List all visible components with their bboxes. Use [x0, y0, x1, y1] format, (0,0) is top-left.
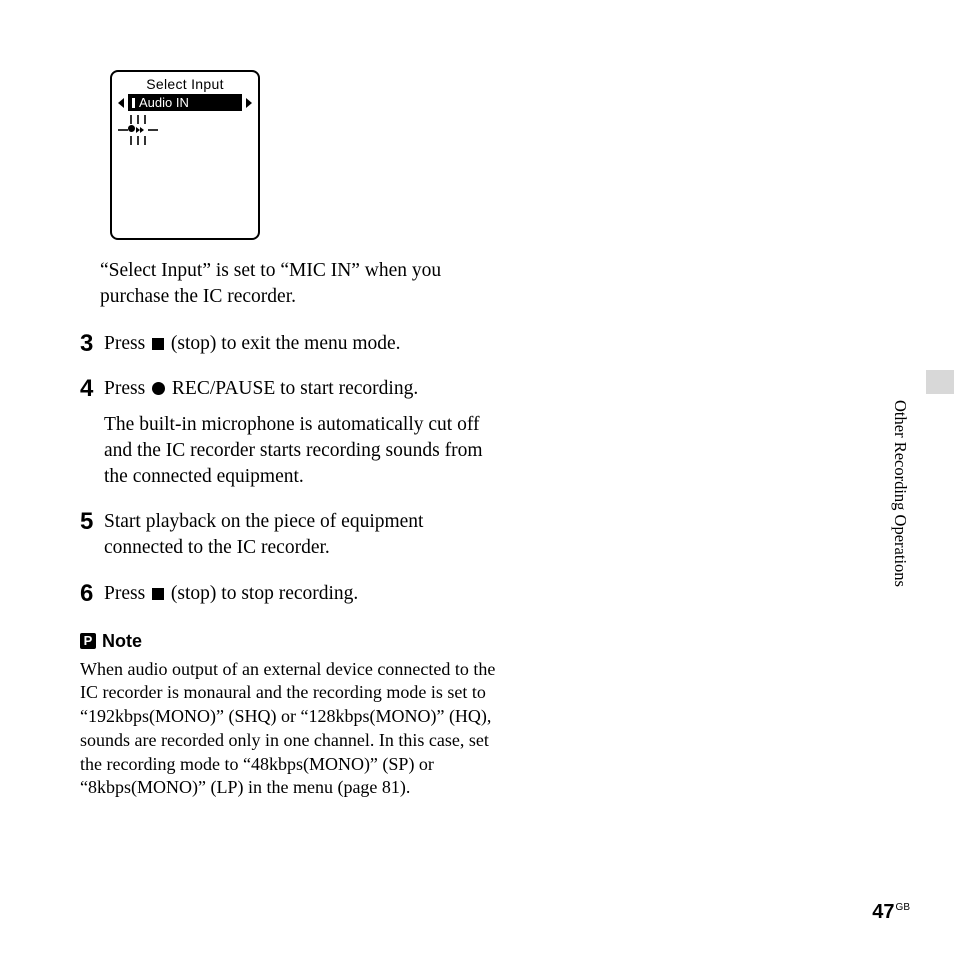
- step-5: 5 Start playback on the piece of equipme…: [80, 509, 500, 560]
- lcd-selected-item: Audio IN: [128, 94, 242, 111]
- page-region: GB: [896, 902, 910, 913]
- step-number: 6: [80, 582, 98, 606]
- note-heading: P Note: [80, 631, 500, 652]
- lcd-title: Select Input: [118, 76, 252, 92]
- text-fragment: Press: [104, 583, 150, 604]
- text-fragment: Press: [104, 333, 150, 354]
- arrow-left-icon: [118, 98, 124, 108]
- note-heading-text: Note: [102, 631, 142, 652]
- cursor-bar-icon: [132, 98, 135, 108]
- step-detail: The built-in microphone is automatically…: [104, 412, 500, 489]
- stop-icon: [152, 338, 164, 350]
- text-fragment: REC/PAUSE to start recording.: [167, 378, 418, 399]
- step-number: 5: [80, 510, 98, 534]
- step-number: 4: [80, 377, 98, 401]
- step-4: 4 Press REC/PAUSE to start recording. Th…: [80, 376, 500, 489]
- text-fragment: Press: [104, 378, 150, 399]
- page-number-value: 47: [872, 901, 894, 923]
- step-6: 6 Press (stop) to stop recording.: [80, 581, 500, 607]
- step-text: Start playback on the piece of equipment…: [104, 509, 500, 560]
- section-label: Other Recording Operations: [890, 400, 910, 587]
- record-icon: [152, 382, 165, 395]
- step-text: Press (stop) to stop recording.: [104, 581, 358, 607]
- step-text: Press REC/PAUSE to start recording.: [104, 376, 500, 402]
- note-icon: P: [80, 633, 96, 649]
- lcd-selection-row: Audio IN: [118, 94, 252, 111]
- step-text: Press (stop) to exit the menu mode.: [104, 331, 401, 357]
- lcd-animation-icon: [118, 115, 162, 145]
- text-fragment: (stop) to exit the menu mode.: [166, 333, 401, 354]
- text-fragment: (stop) to stop recording.: [166, 583, 358, 604]
- step-3: 3 Press (stop) to exit the menu mode.: [80, 331, 500, 357]
- intro-text: “Select Input” is set to “MIC IN” when y…: [100, 258, 500, 311]
- lcd-selected-label: Audio IN: [139, 95, 189, 110]
- page-number: 47GB: [872, 901, 910, 924]
- page-column: Select Input Audio IN “Select Input” is …: [80, 70, 500, 800]
- section-tab: [926, 370, 954, 394]
- step-number: 3: [80, 332, 98, 356]
- arrow-right-icon: [246, 98, 252, 108]
- lcd-screen-illustration: Select Input Audio IN: [110, 70, 260, 240]
- stop-icon: [152, 588, 164, 600]
- note-body: When audio output of an external device …: [80, 658, 500, 801]
